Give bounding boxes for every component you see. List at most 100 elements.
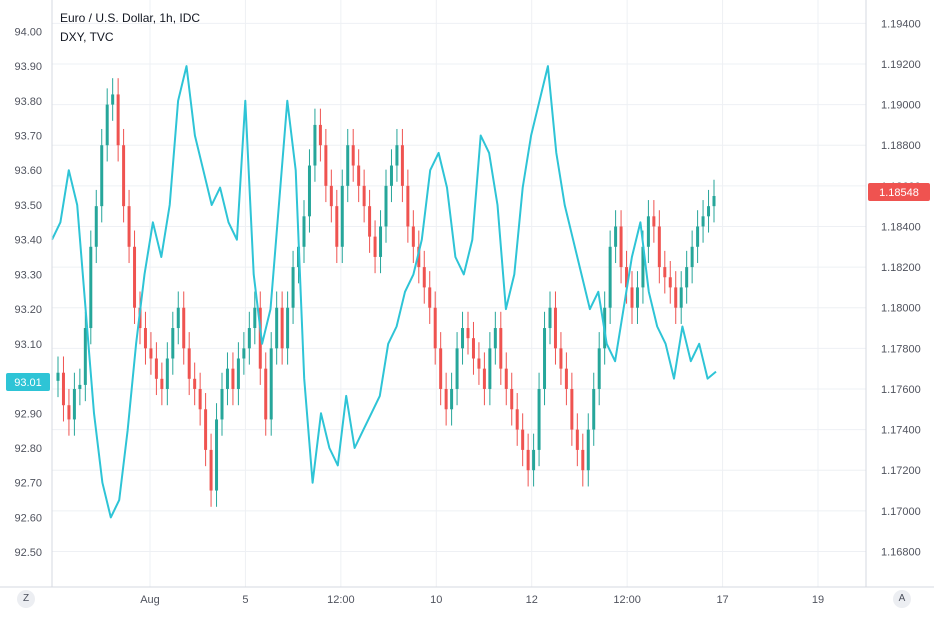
candle-body bbox=[313, 124, 317, 166]
left-tick-label: 93.50 bbox=[14, 200, 42, 212]
candle-body bbox=[630, 287, 634, 308]
candle-body bbox=[56, 372, 60, 381]
candle bbox=[362, 169, 366, 223]
candle bbox=[253, 291, 257, 345]
candle-body bbox=[149, 348, 153, 359]
time-tick-label: 12 bbox=[526, 594, 538, 606]
candle bbox=[242, 332, 246, 375]
candle bbox=[149, 332, 153, 375]
candle-body bbox=[105, 104, 109, 146]
left-tick-label: 93.40 bbox=[14, 235, 42, 247]
candle-body bbox=[657, 226, 661, 268]
candle bbox=[553, 291, 557, 365]
candle-body bbox=[663, 267, 667, 278]
candle bbox=[286, 291, 290, 365]
candle bbox=[198, 372, 202, 426]
zoom-reset-button[interactable]: Z bbox=[17, 590, 35, 608]
candle-body bbox=[286, 307, 290, 349]
candle-body bbox=[307, 165, 311, 217]
left-tick-label: 92.70 bbox=[14, 478, 42, 490]
candle-body bbox=[335, 206, 339, 247]
candle bbox=[122, 128, 126, 223]
left-tick-label: 92.60 bbox=[14, 512, 42, 524]
candle-body bbox=[143, 328, 147, 349]
candle bbox=[61, 356, 65, 422]
candle-body bbox=[625, 267, 629, 288]
left-tick-label: 92.50 bbox=[14, 547, 42, 559]
candle bbox=[379, 210, 383, 274]
grid bbox=[52, 0, 866, 587]
candle bbox=[324, 128, 328, 203]
candle bbox=[581, 433, 585, 487]
candle bbox=[575, 413, 579, 467]
candle-body bbox=[586, 429, 590, 471]
time-tick-label: 19 bbox=[812, 594, 824, 606]
candle bbox=[165, 342, 169, 406]
candle bbox=[220, 372, 224, 436]
candle-body bbox=[515, 409, 519, 430]
right-tick-label: 1.19400 bbox=[881, 18, 921, 30]
candle bbox=[510, 372, 514, 426]
candle bbox=[646, 200, 650, 264]
candle-body bbox=[346, 145, 350, 186]
right-tick-label: 1.17000 bbox=[881, 506, 921, 518]
left-axis-ticks: 94.00 93.90 93.80 93.70 93.60 93.50 93.40 93.30… bbox=[14, 26, 42, 559]
candle bbox=[389, 149, 393, 203]
candle-body bbox=[182, 307, 186, 349]
time-tick-label: Aug bbox=[140, 594, 160, 606]
right-tick-label: 1.17600 bbox=[881, 384, 921, 396]
candle-body bbox=[395, 145, 399, 166]
candle-body bbox=[215, 419, 219, 491]
candle-body bbox=[83, 328, 87, 385]
right-tick-label: 1.17800 bbox=[881, 343, 921, 355]
candle-body bbox=[275, 307, 279, 349]
right-tick-label: 1.18000 bbox=[881, 303, 921, 315]
candle-body bbox=[597, 348, 601, 389]
candle bbox=[543, 311, 547, 406]
candle-body bbox=[450, 388, 454, 410]
candle bbox=[143, 311, 147, 365]
auto-scale-button[interactable]: A bbox=[893, 590, 911, 608]
right-tick-label: 1.18400 bbox=[881, 221, 921, 233]
time-tick-label: 10 bbox=[430, 594, 442, 606]
candle bbox=[269, 332, 273, 436]
left-tick-label: 93.20 bbox=[14, 304, 42, 316]
candle-body bbox=[635, 287, 639, 308]
right-tick-label: 1.18800 bbox=[881, 140, 921, 152]
candle bbox=[340, 169, 344, 264]
candle-body bbox=[220, 388, 224, 420]
candle bbox=[225, 352, 229, 406]
time-tick-label: 17 bbox=[716, 594, 728, 606]
left-tick-label: 92.90 bbox=[14, 408, 42, 420]
dxy-line bbox=[51, 65, 717, 519]
candle bbox=[515, 393, 519, 446]
candle bbox=[176, 291, 180, 345]
candle-body bbox=[526, 449, 530, 471]
candle-body bbox=[368, 206, 372, 237]
candle-body bbox=[264, 368, 268, 420]
candle bbox=[160, 362, 164, 406]
candle bbox=[696, 210, 700, 264]
right-tick-label: 1.17400 bbox=[881, 425, 921, 437]
candle bbox=[335, 189, 339, 264]
left-tick-label: 93.60 bbox=[14, 165, 42, 177]
candle bbox=[373, 220, 377, 274]
candle-body bbox=[707, 206, 711, 217]
candle-body bbox=[100, 145, 104, 207]
candle bbox=[450, 372, 454, 426]
candle-body bbox=[674, 287, 678, 308]
candle bbox=[482, 352, 486, 406]
candle bbox=[83, 311, 87, 402]
eurusd-current-price: 1.18548 bbox=[879, 187, 919, 199]
candle-body bbox=[78, 384, 82, 389]
candle-body bbox=[253, 307, 257, 329]
candle-body bbox=[176, 307, 180, 329]
candle-body bbox=[116, 94, 120, 146]
candle-body bbox=[488, 348, 492, 389]
candle-body bbox=[165, 358, 169, 389]
candle-body bbox=[160, 378, 164, 389]
candle-body bbox=[543, 328, 547, 389]
left-tick-label: 93.90 bbox=[14, 61, 42, 73]
